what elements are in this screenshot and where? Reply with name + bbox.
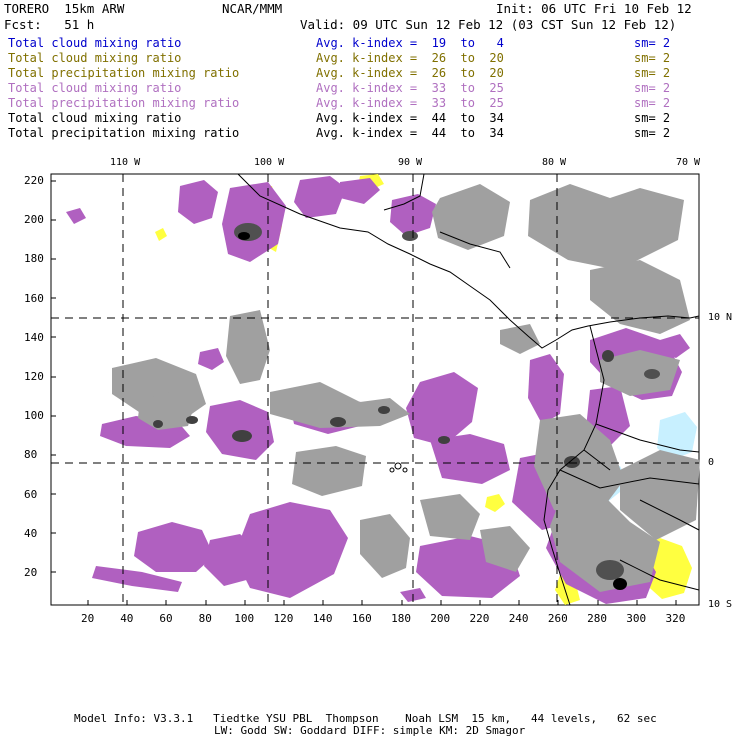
org-label: NCAR/MMM xyxy=(222,1,283,16)
legend-kindex: Avg. k-index = 44 to 34 xyxy=(316,126,504,140)
frame-ticks xyxy=(51,180,677,605)
longitude-label: 90 W xyxy=(398,157,423,168)
model-info: Model Info: V3.3.1 Tiedtke YSU PBL Thomp… xyxy=(74,712,657,725)
lat-lon-grid xyxy=(51,174,699,605)
coastlines xyxy=(237,173,700,606)
legend-smoothing: sm= 2 xyxy=(634,96,671,110)
valid-time: Valid: 09 UTC Sun 12 Feb 12 (03 CST Sun … xyxy=(300,17,677,32)
legend-field: Total cloud mixing ratio xyxy=(8,51,182,65)
longitude-label: 80 W xyxy=(542,157,567,168)
legend-field: Total cloud mixing ratio xyxy=(8,36,182,50)
y-tick-label: 160 xyxy=(24,291,44,305)
legend-field: Total cloud mixing ratio xyxy=(8,111,182,125)
x-tick-label: 280 xyxy=(587,612,607,625)
legend-field: Total precipitation mixing ratio xyxy=(8,126,240,140)
y-tick-label: 180 xyxy=(24,252,44,266)
y-tick-label: 140 xyxy=(24,330,44,344)
x-tick-label: 320 xyxy=(665,612,686,625)
x-tick-label: 120 xyxy=(273,612,294,625)
x-tick-label: 20 xyxy=(81,612,95,625)
legend-kindex: Avg. k-index = 33 to 25 xyxy=(316,81,504,95)
x-tick-label: 200 xyxy=(430,612,451,625)
legend-kindex: Avg. k-index = 33 to 25 xyxy=(316,96,504,110)
x-tick-label: 240 xyxy=(508,612,529,625)
legend-kindex: Avg. k-index = 26 to 20 xyxy=(316,66,504,80)
x-tick-label: 80 xyxy=(198,612,212,625)
latitude-label: 10 N xyxy=(708,312,733,323)
legend-smoothing: sm= 2 xyxy=(634,66,671,80)
x-tick-label: 160 xyxy=(351,612,372,625)
latitude-label: 0 xyxy=(708,457,715,468)
x-tick-label: 260 xyxy=(547,612,568,625)
x-tick-label: 140 xyxy=(312,612,333,625)
x-tick-label: 300 xyxy=(626,612,647,625)
x-tick-label: 60 xyxy=(159,612,173,625)
legend-kindex: Avg. k-index = 26 to 20 xyxy=(316,51,504,65)
latitude-label: 10 S xyxy=(708,599,733,610)
legend-kindex: Avg. k-index = 19 to 4 xyxy=(316,36,504,50)
forecast-hour: Fcst: 51 h xyxy=(4,17,95,32)
y-tick-label: 80 xyxy=(24,448,38,462)
y-tick-label: 120 xyxy=(24,370,44,383)
legend-kindex: Avg. k-index = 44 to 34 xyxy=(316,111,504,125)
legend-field: Total precipitation mixing ratio xyxy=(8,66,240,80)
legend-smoothing: sm= 2 xyxy=(634,81,671,95)
physics-info: LW: Godd SW: Goddard DIFF: simple KM: 2D… xyxy=(214,724,526,737)
y-tick-label: 220 xyxy=(24,174,44,187)
y-tick-label: 40 xyxy=(24,526,38,540)
longitude-label: 70 W xyxy=(676,157,701,168)
legend-smoothing: sm= 2 xyxy=(634,111,671,125)
legend-field: Total precipitation mixing ratio xyxy=(8,96,240,110)
longitude-label: 100 W xyxy=(254,157,285,168)
x-tick-label: 40 xyxy=(120,612,134,625)
legend-smoothing: sm= 2 xyxy=(634,36,671,50)
precip-fields xyxy=(66,174,700,605)
longitude-label: 110 W xyxy=(110,157,141,168)
model-title: TORERO 15km ARW xyxy=(4,1,125,16)
init-time: Init: 06 UTC Fri 10 Feb 12 xyxy=(496,1,692,16)
y-tick-label: 200 xyxy=(24,213,44,227)
legend-smoothing: sm= 2 xyxy=(634,126,671,140)
legend-smoothing: sm= 2 xyxy=(634,51,671,65)
y-tick-label: 60 xyxy=(24,487,38,501)
y-tick-label: 100 xyxy=(24,409,44,423)
legend-field: Total cloud mixing ratio xyxy=(8,81,182,95)
x-tick-label: 220 xyxy=(469,612,490,625)
y-tick-label: 20 xyxy=(24,566,38,579)
x-tick-label: 100 xyxy=(234,612,255,625)
x-tick-label: 180 xyxy=(391,612,411,625)
